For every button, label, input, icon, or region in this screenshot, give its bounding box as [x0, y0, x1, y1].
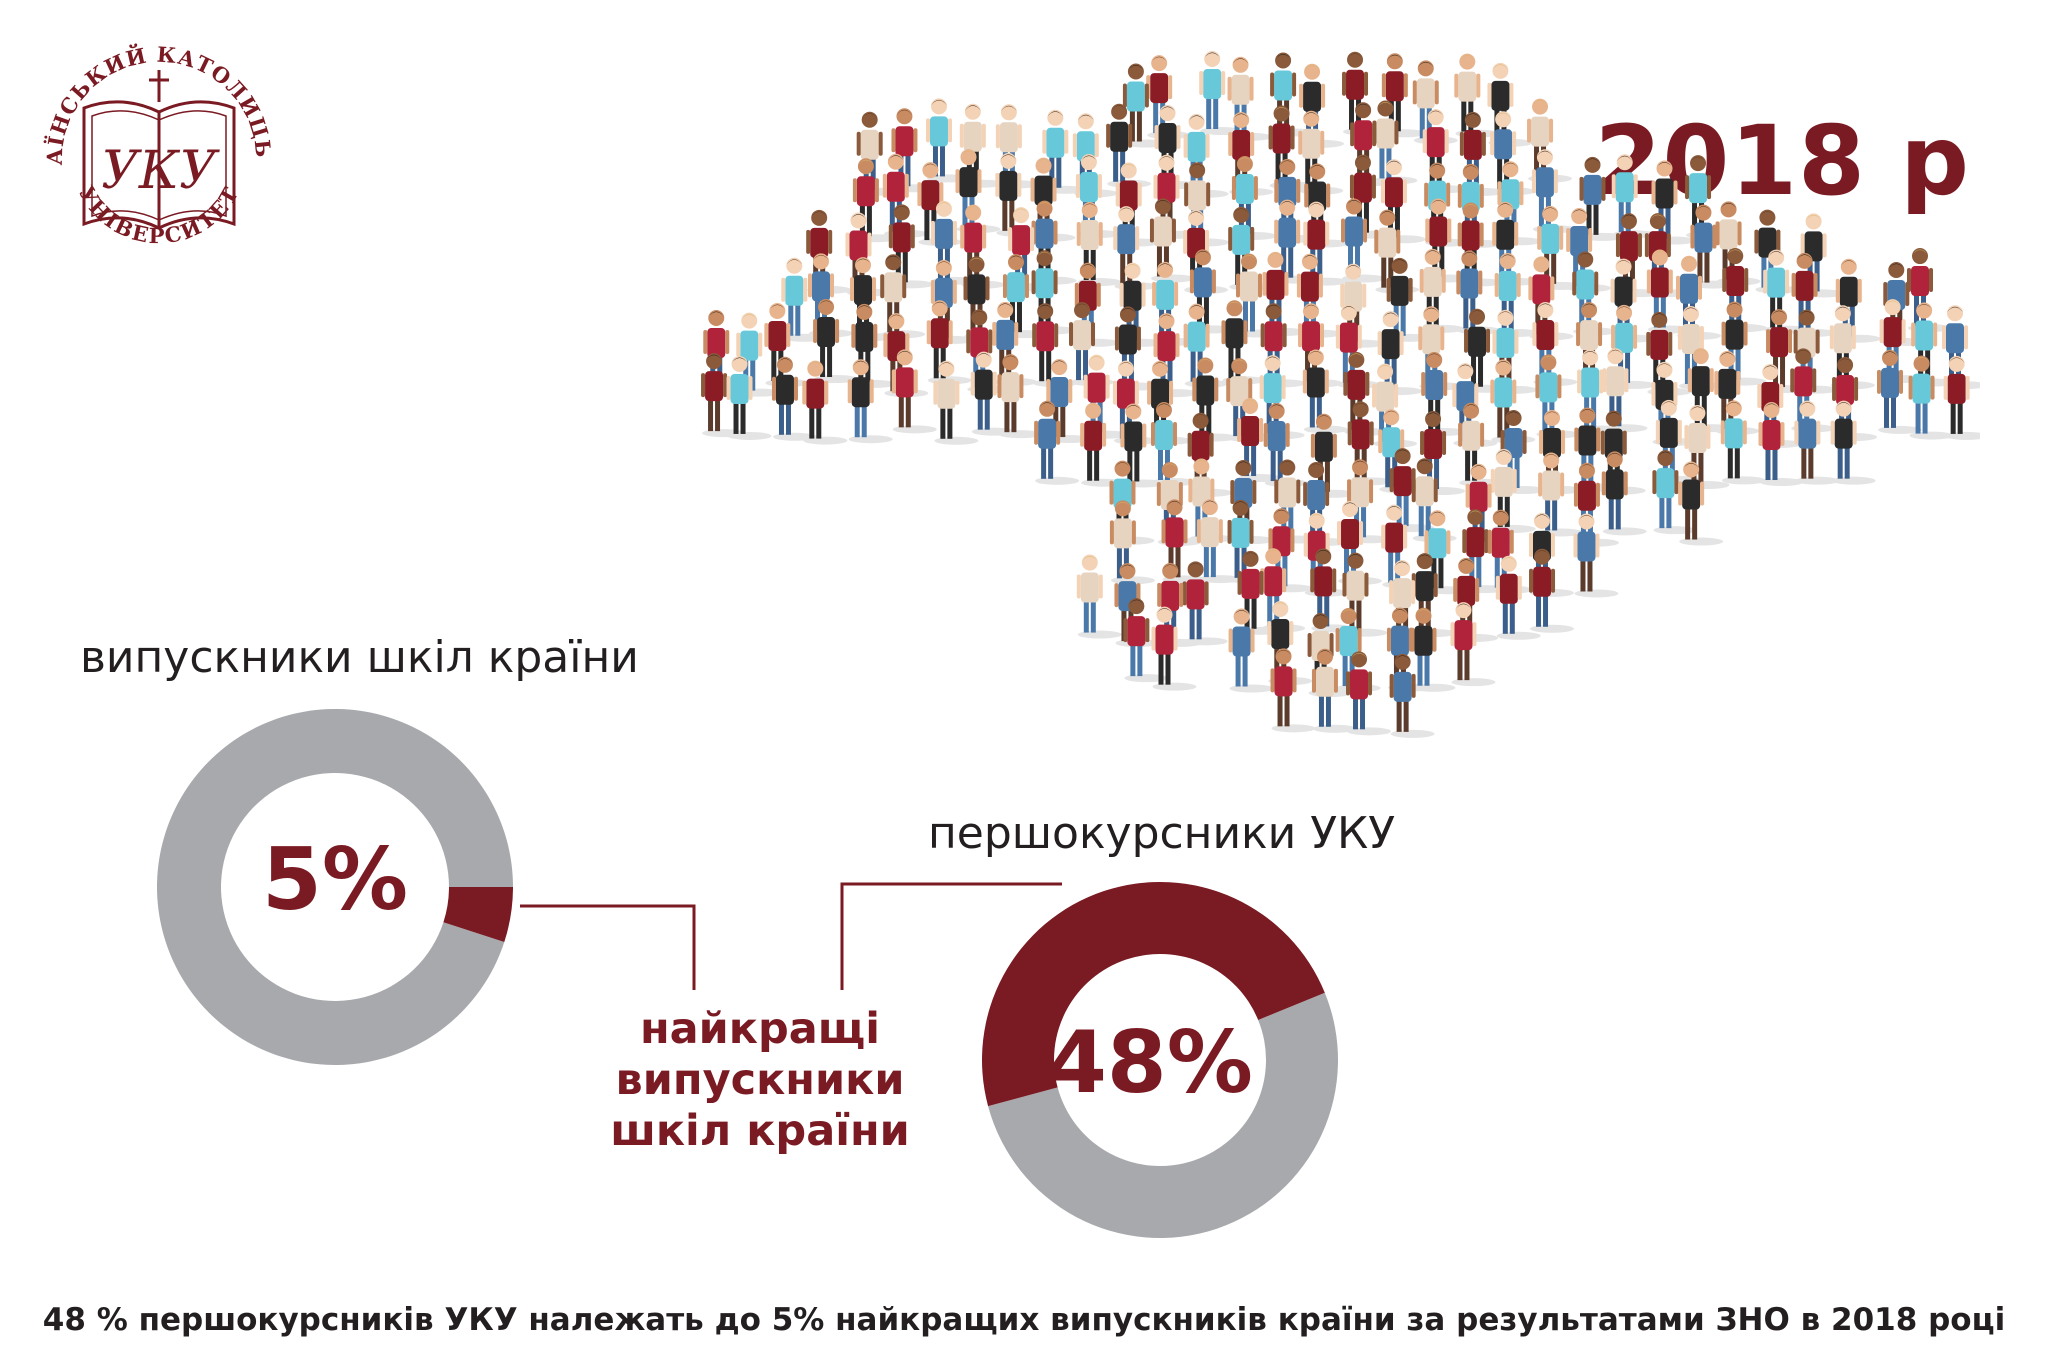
person-figure — [1377, 311, 1423, 396]
person-figure — [1228, 608, 1274, 693]
school-graduates-label: випускники шкіл країни — [80, 632, 639, 683]
donut-value-segment — [443, 887, 513, 943]
person-figure — [1690, 204, 1736, 289]
crowd-map-illustration — [701, 51, 1980, 738]
person-figure — [1410, 607, 1456, 692]
person-figure — [1876, 349, 1922, 434]
person-figure — [1830, 400, 1876, 485]
person-figure — [1908, 355, 1954, 440]
person-figure — [1151, 606, 1197, 691]
person-figure — [1943, 355, 1980, 440]
best-graduates-line: найкращі — [639, 1004, 881, 1054]
best-graduates-label: найкращі випускники шкіл країни — [600, 1004, 920, 1157]
person-figure — [1153, 313, 1199, 398]
person-figure — [1235, 253, 1281, 338]
person-figure — [1123, 598, 1169, 683]
person-figure — [1794, 400, 1840, 485]
person-figure — [1157, 562, 1203, 647]
person-figure — [1535, 354, 1581, 439]
person-figure — [1720, 400, 1766, 485]
person-figure — [1346, 651, 1392, 736]
donut-track-segment — [988, 992, 1338, 1238]
best-graduates-line: випускники — [615, 1055, 905, 1105]
person-figure — [1389, 653, 1435, 738]
connector-left — [520, 904, 696, 990]
person-figure — [764, 302, 810, 387]
person-figure — [1601, 451, 1647, 536]
person-figure — [1260, 303, 1306, 388]
person-figure — [1342, 552, 1388, 637]
person-figure — [1684, 405, 1730, 490]
person-figure — [959, 103, 1005, 188]
donut-value-segment — [982, 881, 1325, 1107]
person-figure — [891, 349, 937, 434]
person-figure — [997, 354, 1043, 439]
person-figure — [1907, 248, 1953, 333]
university-logo: УКРАЇНСЬКИЙ КАТОЛИЦЬКИЙ УНІВЕРСИТЕТ УКУ — [28, 28, 275, 248]
person-figure — [1450, 602, 1496, 687]
donut-percent-label: 5% — [262, 830, 408, 930]
person-figure — [1120, 403, 1166, 488]
person-figure — [1122, 63, 1168, 148]
person-figure — [1381, 53, 1427, 138]
person-figure — [1758, 402, 1804, 487]
person-figure — [1182, 561, 1228, 646]
person-figure — [771, 356, 817, 441]
person-figure — [891, 108, 937, 193]
person-figure — [1678, 461, 1724, 546]
footer-caption: 48 % першокурсників УКУ належать до 5% н… — [42, 1302, 2006, 1338]
person-figure — [1109, 500, 1155, 585]
donut-track-segment — [157, 708, 513, 1065]
person-figure — [726, 355, 772, 440]
person-figure — [1458, 402, 1504, 487]
person-figure — [1372, 363, 1418, 448]
person-figure — [970, 351, 1016, 436]
person-figure — [1573, 513, 1619, 598]
graduates-donut-chart: 5% — [157, 708, 513, 1065]
book-icon — [82, 100, 236, 230]
person-figure — [701, 353, 747, 438]
logo-monogram: УКУ — [101, 141, 220, 201]
person-figure — [1335, 304, 1381, 389]
person-figure — [1311, 648, 1357, 733]
person-figure — [1270, 648, 1316, 733]
best-graduates-line: шкіл країни — [610, 1106, 910, 1156]
first-year-donut-chart: 48% — [982, 881, 1338, 1238]
person-figure — [1529, 548, 1575, 633]
person-figure — [1500, 410, 1546, 495]
person-figure — [933, 360, 979, 445]
first-year-students-label: першокурсники УКУ — [928, 808, 1396, 859]
person-figure — [802, 360, 848, 445]
person-figure — [1495, 555, 1541, 640]
person-figure — [847, 359, 893, 444]
person-figure — [1034, 400, 1080, 485]
person-figure — [1031, 250, 1077, 335]
donut-percent-label: 48% — [1047, 1013, 1253, 1113]
cross-icon — [149, 70, 169, 102]
person-figure — [1187, 412, 1233, 497]
person-figure — [1076, 554, 1122, 639]
person-figure — [781, 257, 827, 342]
